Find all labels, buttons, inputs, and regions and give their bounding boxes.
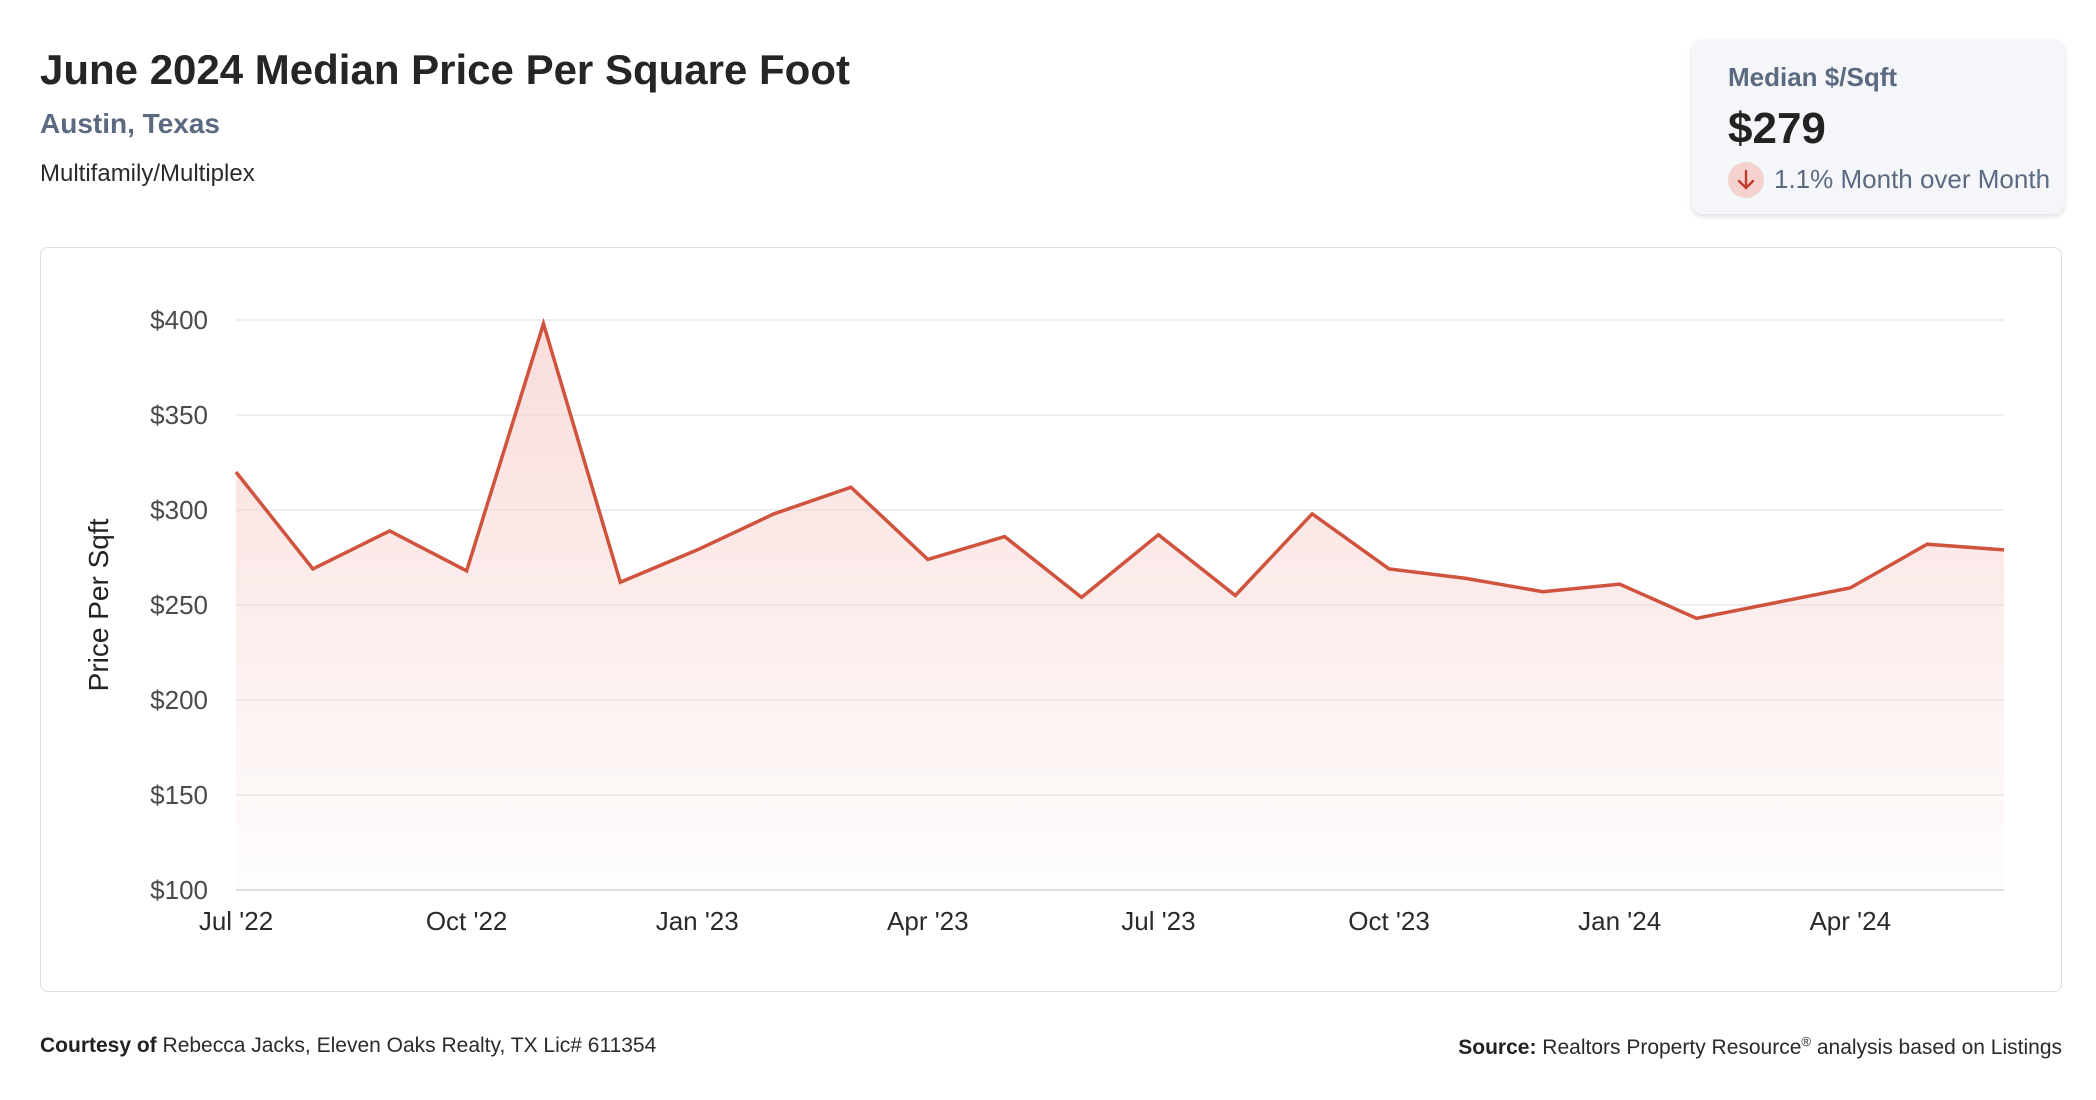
data-point [465,569,469,573]
courtesy-label: Courtesy of [40,1034,157,1057]
data-point [926,557,930,561]
data-point [772,512,776,516]
data-point [1848,586,1852,590]
source-label: Source: [1458,1036,1537,1059]
data-point [1618,582,1622,586]
courtesy-text: Rebecca Jacks, Eleven Oaks Realty, TX Li… [162,1034,657,1057]
y-tick-label: $200 [150,685,208,715]
y-tick-label: $100 [150,875,208,905]
data-point [1156,533,1160,537]
x-tick-label: Jul '23 [1121,906,1195,936]
data-point [1464,576,1468,580]
data-point [1925,542,1929,546]
data-point [1080,595,1084,599]
x-tick-label: Jan '23 [656,906,739,936]
data-point [311,567,315,571]
y-tick-label: $150 [150,780,208,810]
courtesy-footer: Courtesy of Rebecca Jacks, Eleven Oaks R… [40,1034,656,1058]
registered-mark: ® [1801,1034,1811,1049]
data-point [388,529,392,533]
price-per-sqft-chart: $100 $150 $200 $250 $300 $350 $400 Jul '22 Oct '… [83,305,2006,936]
stat-label: Median $/Sqft [1728,62,1898,92]
page-title: June 2024 Median Price Per Square Foot [40,46,850,93]
stat-value: $279 [1728,104,1826,153]
data-point [1310,512,1314,516]
source-name: Realtors Property Resource [1542,1036,1802,1059]
y-tick-label: $350 [150,400,208,430]
data-point [1541,590,1545,594]
x-tick-label: Oct '22 [426,906,508,936]
data-point [1387,567,1391,571]
data-point [2002,548,2006,552]
y-axis-label: Price Per Sqft [83,518,114,691]
x-tick-label: Oct '23 [1348,906,1430,936]
chart-frame [40,247,2062,992]
source-footer: Source: Realtors Property Resource® anal… [1458,1034,2062,1060]
series-line [234,317,2005,621]
data-point [541,322,545,326]
source-text: analysis based on Listings [1816,1036,2062,1059]
data-point [1233,594,1237,598]
data-point [695,548,699,552]
location-subtitle: Austin, Texas [40,108,220,139]
y-tick-label: $250 [150,590,208,620]
median-stat-card: Median $/Sqft $279 1.1% Month over Month [1692,40,2064,214]
data-point [1771,601,1775,605]
data-point [234,470,238,474]
series-area [236,323,2004,890]
x-tick-label: Jan '24 [1578,906,1661,936]
arrow-down-icon [1728,162,1764,198]
y-tick-label: $300 [150,495,208,525]
property-type-label: Multifamily/Multiplex [40,160,255,187]
data-point [1003,535,1007,539]
data-point [849,485,853,489]
x-tick-label: Apr '23 [887,906,969,936]
y-tick-label: $400 [150,305,208,335]
x-tick-label: Apr '24 [1809,906,1891,936]
stat-change-text: 1.1% Month over Month [1774,164,2051,194]
data-point [1695,616,1699,620]
x-tick-label: Jul '22 [199,906,273,936]
data-point [618,580,622,584]
